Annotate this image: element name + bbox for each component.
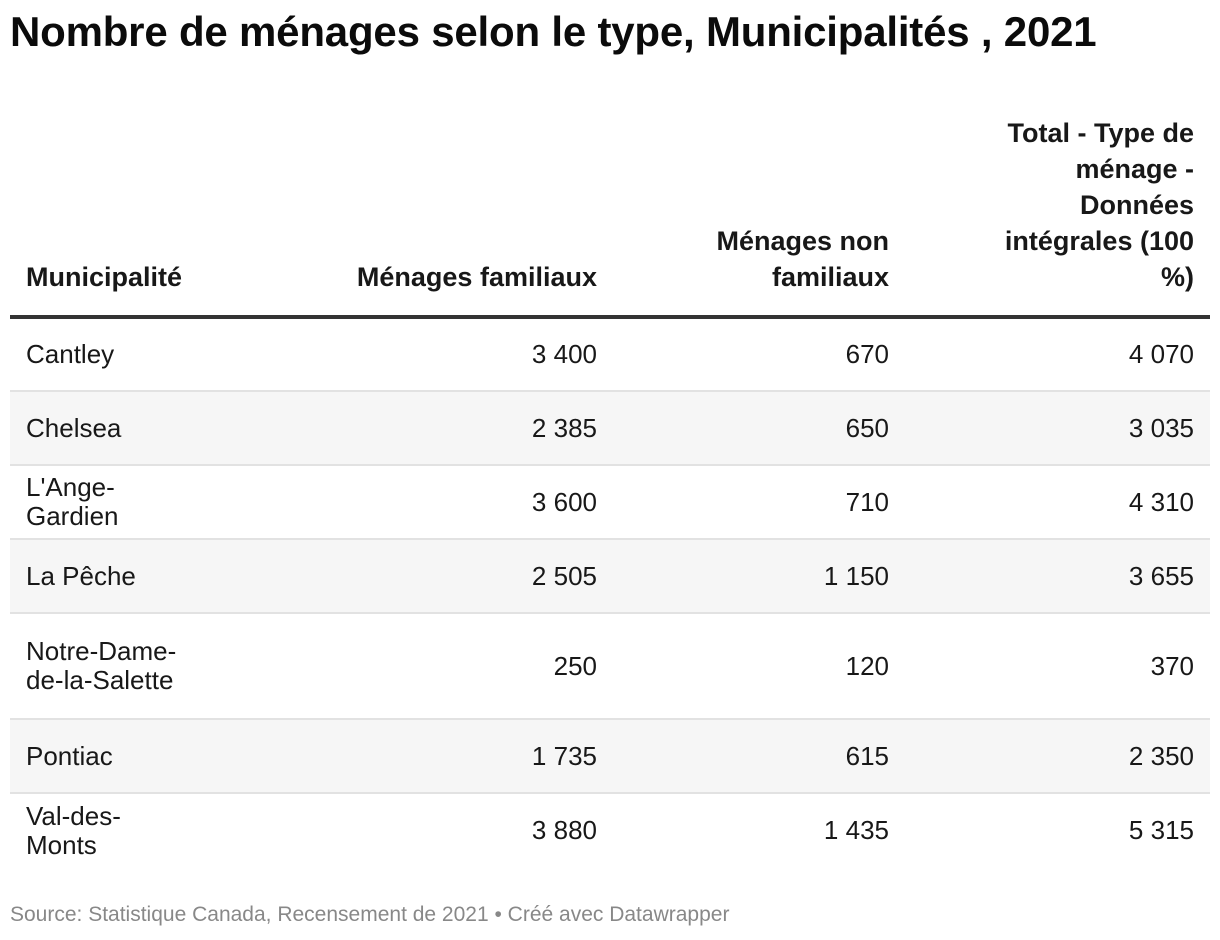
source-footer: Source: Statistique Canada, Recensement … bbox=[10, 903, 730, 926]
column-header-menages-familiaux[interactable]: Ménages familiaux bbox=[310, 115, 613, 319]
cell-non-familiaux: 1 150 bbox=[613, 539, 905, 614]
cell-municipalite: Chelsea bbox=[10, 391, 310, 466]
data-table: Municipalité Ménages familiaux Ménages n… bbox=[10, 115, 1210, 867]
chart-title: Nombre de ménages selon le type, Municip… bbox=[10, 8, 1097, 55]
table-row: Notre-Dame-de-la-Salette 250 120 370 bbox=[10, 613, 1210, 720]
column-header-municipalite[interactable]: Municipalité bbox=[10, 115, 310, 319]
cell-non-familiaux: 670 bbox=[613, 317, 905, 392]
cell-non-familiaux: 615 bbox=[613, 719, 905, 794]
cell-total: 3 035 bbox=[905, 391, 1210, 466]
table-row: Val-des-Monts 3 880 1 435 5 315 bbox=[10, 793, 1210, 867]
cell-familiaux: 2 385 bbox=[310, 391, 613, 466]
column-header-total[interactable]: Total - Type de ménage - Données intégra… bbox=[905, 115, 1210, 319]
column-header-menages-non-familiaux[interactable]: Ménages non familiaux bbox=[613, 115, 905, 319]
cell-non-familiaux: 650 bbox=[613, 391, 905, 466]
cell-total: 3 655 bbox=[905, 539, 1210, 614]
table-row: La Pêche 2 505 1 150 3 655 bbox=[10, 539, 1210, 614]
table-row: L'Ange-Gardien 3 600 710 4 310 bbox=[10, 465, 1210, 540]
cell-non-familiaux: 1 435 bbox=[823, 815, 889, 845]
cell-municipalite: Cantley bbox=[10, 317, 310, 392]
cell-familiaux: 3 880 bbox=[531, 815, 597, 845]
cell-total: 4 070 bbox=[905, 317, 1210, 392]
cell-total: 5 315 bbox=[1128, 815, 1194, 845]
cell-municipalite: Val-des-Monts bbox=[26, 800, 121, 860]
table-row: Chelsea 2 385 650 3 035 bbox=[10, 391, 1210, 466]
cell-familiaux: 2 505 bbox=[310, 539, 613, 614]
cell-familiaux: 1 735 bbox=[310, 719, 613, 794]
cell-non-familiaux: 120 bbox=[613, 613, 905, 720]
cell-total: 2 350 bbox=[905, 719, 1210, 794]
cell-total: 370 bbox=[905, 613, 1210, 720]
cell-non-familiaux: 710 bbox=[613, 465, 905, 540]
cell-total: 4 310 bbox=[905, 465, 1210, 540]
table-row: Cantley 3 400 670 4 070 bbox=[10, 317, 1210, 392]
cell-municipalite: La Pêche bbox=[10, 539, 310, 614]
cell-municipalite: Notre-Dame-de-la-Salette bbox=[10, 613, 310, 720]
cell-municipalite: Pontiac bbox=[10, 719, 310, 794]
cell-familiaux: 3 400 bbox=[310, 317, 613, 392]
cell-familiaux: 250 bbox=[310, 613, 613, 720]
cell-familiaux: 3 600 bbox=[310, 465, 613, 540]
cell-municipalite: L'Ange-Gardien bbox=[10, 465, 310, 540]
table-row: Pontiac 1 735 615 2 350 bbox=[10, 719, 1210, 794]
table-header-row: Municipalité Ménages familiaux Ménages n… bbox=[10, 115, 1210, 319]
